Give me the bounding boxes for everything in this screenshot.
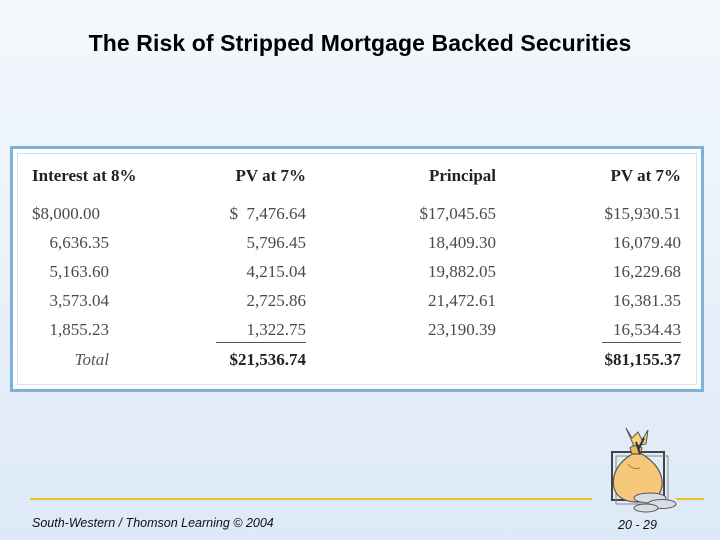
total-pv-interest: $21,536.74 — [229, 350, 307, 369]
header-pv-interest: PV at 7% — [235, 166, 306, 185]
table-cell: $ 7,476.64 — [229, 204, 307, 223]
subtotal-rule-interest — [216, 342, 306, 343]
table-cell: $17,045.65 — [419, 204, 497, 223]
mortgage-table: Interest at 8% PV at 7% Principal PV at … — [10, 146, 704, 392]
table-inner-border — [17, 153, 697, 385]
money-bag-logo-icon — [611, 427, 677, 513]
table-cell: 1,855.23 — [49, 320, 110, 339]
page-number: 20 - 29 — [618, 518, 657, 532]
header-principal: Principal — [428, 166, 496, 185]
table-cell: $8,000.00 — [32, 204, 100, 223]
table-cell: 4,215.04 — [246, 262, 307, 281]
table-cell: 16,381.35 — [613, 291, 681, 310]
table-cell: 19,882.05 — [428, 262, 496, 281]
table-cell: 5,796.45 — [246, 233, 307, 252]
footer-publisher: South-Western / Thomson Learning © 2004 — [32, 516, 274, 530]
page-title: The Risk of Stripped Mortgage Backed Sec… — [88, 30, 632, 56]
total-pv-principal: $81,155.37 — [604, 350, 682, 369]
table-cell: 16,229.68 — [613, 262, 681, 281]
table-cell: 5,163.60 — [49, 262, 110, 281]
table-cell: $15,930.51 — [604, 204, 682, 223]
table-cell: 21,472.61 — [428, 291, 496, 310]
table-cell: 6,636.35 — [49, 233, 110, 252]
header-pv-principal: PV at 7% — [610, 166, 681, 185]
footer-rule-right — [676, 498, 704, 500]
table-cell: 23,190.39 — [428, 320, 496, 339]
total-label: Total — [74, 350, 109, 369]
table-cell: 18,409.30 — [428, 233, 496, 252]
table-cell: 16,534.43 — [613, 320, 681, 339]
table-cell: 3,573.04 — [49, 291, 110, 310]
table-cell: 2,725.86 — [246, 291, 307, 310]
table-cell: 1,322.75 — [246, 320, 307, 339]
header-interest: Interest at 8% — [32, 166, 137, 185]
table-cell: 16,079.40 — [613, 233, 681, 252]
footer-rule — [30, 498, 592, 500]
subtotal-rule-principal — [602, 342, 681, 343]
